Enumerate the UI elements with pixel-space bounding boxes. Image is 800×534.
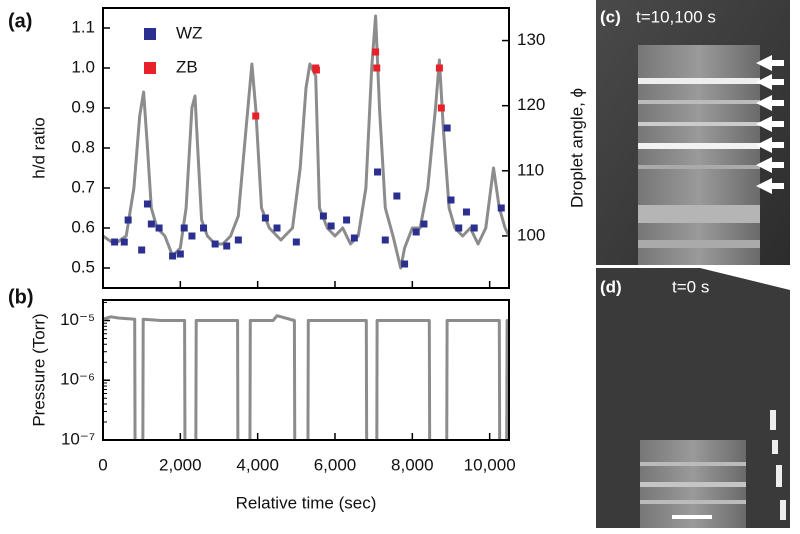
y-tick-label: 1.1 bbox=[71, 17, 95, 36]
y2-tick-label: 130 bbox=[517, 30, 545, 49]
data-point bbox=[200, 224, 208, 232]
x-tick-label: 8,000 bbox=[391, 455, 434, 474]
data-point bbox=[497, 204, 505, 212]
x-tick-label: 10,000 bbox=[464, 455, 516, 474]
data-point bbox=[319, 212, 327, 220]
plot-frame bbox=[102, 299, 510, 441]
data-point bbox=[180, 224, 188, 232]
caption: t=0 s bbox=[672, 277, 709, 296]
data-point bbox=[124, 216, 132, 224]
y-tick-label: 10⁻⁷ bbox=[61, 429, 95, 448]
data-point bbox=[435, 64, 443, 72]
data-point bbox=[373, 64, 381, 72]
micrograph-d bbox=[596, 268, 790, 528]
data-point bbox=[138, 246, 146, 254]
data-point bbox=[211, 240, 219, 248]
legend-marker bbox=[144, 28, 156, 40]
data-point bbox=[273, 224, 281, 232]
data-point bbox=[420, 220, 428, 228]
y-tick-label: 10⁻⁶ bbox=[60, 370, 95, 389]
data-point bbox=[372, 48, 380, 56]
legend-marker bbox=[144, 62, 156, 74]
panel-label: (c) bbox=[600, 7, 621, 26]
y2-axis-title: Droplet angle, ϕ bbox=[567, 88, 586, 208]
y-axis-title: h/d ratio bbox=[29, 117, 48, 178]
data-point bbox=[155, 224, 163, 232]
y-axis-title: Pressure (Torr) bbox=[29, 313, 48, 426]
data-point bbox=[143, 200, 151, 208]
data-point bbox=[470, 224, 478, 232]
y-tick-label: 1.0 bbox=[71, 57, 95, 76]
data-line bbox=[103, 314, 509, 440]
y-tick-label: 0.9 bbox=[71, 97, 95, 116]
x-tick-label: 0 bbox=[98, 455, 107, 474]
data-point bbox=[120, 238, 128, 246]
panel-label: (b) bbox=[8, 286, 34, 308]
data-point bbox=[437, 104, 445, 112]
y-tick-label: 0.8 bbox=[71, 137, 95, 156]
data-point bbox=[455, 224, 463, 232]
data-point bbox=[350, 234, 358, 242]
y-tick-label: 0.5 bbox=[71, 257, 95, 276]
data-point bbox=[443, 124, 451, 132]
data-point bbox=[169, 252, 177, 260]
data-point bbox=[111, 238, 119, 246]
panel-label: (a) bbox=[8, 10, 32, 32]
y2-tick-label: 110 bbox=[517, 160, 544, 179]
data-point bbox=[381, 236, 389, 244]
micrograph-c bbox=[596, 0, 790, 265]
data-point bbox=[343, 216, 351, 224]
panel-label: (d) bbox=[600, 277, 622, 296]
data-point bbox=[252, 112, 260, 120]
data-point bbox=[188, 232, 196, 240]
plot-frame bbox=[102, 7, 510, 289]
y-tick-label: 0.7 bbox=[71, 177, 95, 196]
data-point bbox=[412, 228, 420, 236]
data-point bbox=[393, 192, 401, 200]
data-point bbox=[261, 214, 269, 222]
caption: t=10,100 s bbox=[636, 7, 716, 26]
y-tick-label: 10⁻⁵ bbox=[60, 310, 95, 329]
x-axis-title: Relative time (sec) bbox=[236, 493, 377, 512]
data-point bbox=[374, 168, 382, 176]
legend-label: ZB bbox=[176, 57, 198, 76]
data-point bbox=[312, 66, 320, 74]
x-tick-label: 6,000 bbox=[314, 455, 357, 474]
data-point bbox=[223, 242, 231, 250]
data-line bbox=[103, 14, 509, 270]
data-point bbox=[462, 208, 470, 216]
y-tick-label: 0.6 bbox=[71, 217, 95, 236]
y2-tick-label: 120 bbox=[517, 95, 545, 114]
legend-label: WZ bbox=[176, 23, 202, 42]
x-tick-label: 2,000 bbox=[159, 455, 202, 474]
data-point bbox=[327, 222, 335, 230]
y2-tick-label: 100 bbox=[517, 225, 545, 244]
x-tick-label: 4,000 bbox=[236, 455, 279, 474]
data-point bbox=[401, 260, 409, 268]
data-point bbox=[234, 236, 242, 244]
data-point bbox=[147, 220, 155, 228]
data-point bbox=[447, 196, 455, 204]
data-point bbox=[176, 250, 184, 258]
data-point bbox=[292, 238, 300, 246]
